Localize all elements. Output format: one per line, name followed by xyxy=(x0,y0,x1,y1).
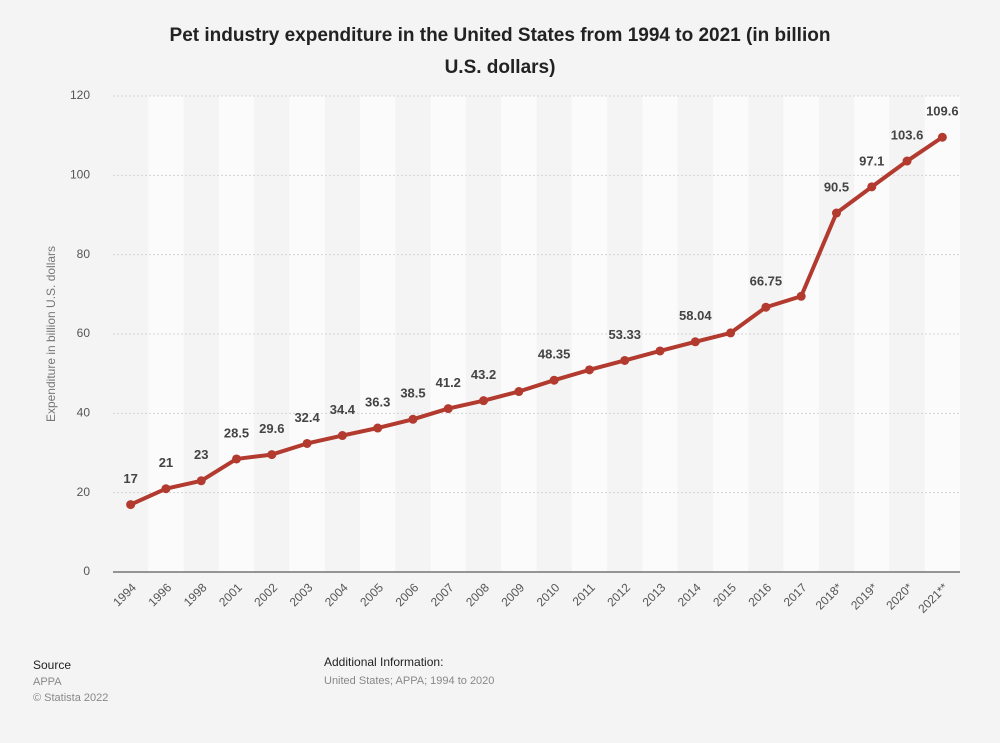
info: United States; APPA; 1994 to 2020 xyxy=(324,675,494,687)
data-label: 53.33 xyxy=(608,327,641,342)
data-label: 36.3 xyxy=(365,394,390,409)
source: APPA xyxy=(33,676,62,688)
data-label: 17 xyxy=(123,471,137,486)
x-tick-label: 2002 xyxy=(251,580,280,609)
x-tick-label: 2006 xyxy=(393,580,422,609)
x-tick-label: 2012 xyxy=(604,580,633,609)
data-label: 21 xyxy=(159,455,173,470)
point xyxy=(337,431,347,441)
point xyxy=(831,208,841,218)
x-tick-label: 2019* xyxy=(848,580,880,612)
point xyxy=(937,132,947,142)
band xyxy=(430,96,466,572)
x-tick-label: 2005 xyxy=(357,580,386,609)
band xyxy=(218,96,255,572)
band xyxy=(854,96,890,572)
y-tick-label: 40 xyxy=(77,406,91,420)
data-label: 97.1 xyxy=(859,153,884,168)
x-tick-label: 2021** xyxy=(915,580,951,616)
x-tick-label: 2008 xyxy=(463,580,492,609)
x-tick-label: 2018* xyxy=(813,580,845,612)
point xyxy=(902,156,912,166)
y-axis-title: Expenditure in billion U.S. dollars xyxy=(44,246,58,422)
data-label: 58.04 xyxy=(679,308,712,323)
y-tick-label: 120 xyxy=(70,88,90,102)
y-tick-label: 100 xyxy=(70,168,90,182)
x-tick-label: 2017 xyxy=(781,580,810,609)
y-tick-label: 20 xyxy=(77,485,91,499)
point xyxy=(302,438,312,448)
data-label: 103.6 xyxy=(891,127,924,142)
x-tick-label: 1998 xyxy=(181,580,210,609)
data-label: 38.5 xyxy=(400,386,425,401)
y-tick-label: 80 xyxy=(77,247,91,261)
data-label: 34.4 xyxy=(330,402,356,417)
point xyxy=(514,387,524,397)
data-label: 32.4 xyxy=(294,410,320,425)
point xyxy=(232,454,242,464)
x-tick-label: 2009 xyxy=(498,580,527,609)
data-label: 90.5 xyxy=(824,179,849,194)
y-tick-label: 60 xyxy=(77,326,91,340)
point xyxy=(726,328,736,338)
point xyxy=(443,404,453,414)
data-label: 23 xyxy=(194,447,208,462)
band xyxy=(642,96,678,572)
x-tick-label: 2010 xyxy=(534,580,563,609)
point xyxy=(690,337,700,347)
chart-title: Pet industry expenditure in the United S… xyxy=(170,25,831,46)
x-tick-label: 2014 xyxy=(675,580,704,609)
point xyxy=(373,423,383,433)
point xyxy=(655,346,665,356)
x-tick-label: 2003 xyxy=(287,580,316,609)
point xyxy=(549,375,559,385)
x-tick-label: 2015 xyxy=(710,580,739,609)
point xyxy=(479,396,489,406)
data-label: 109.6 xyxy=(926,104,959,119)
x-tick-label: 2016 xyxy=(745,580,774,609)
data-label: 66.75 xyxy=(750,274,783,289)
point xyxy=(408,414,418,424)
point xyxy=(867,182,877,192)
point xyxy=(584,365,594,375)
x-tick-label: 2007 xyxy=(428,580,457,609)
data-label: 41.2 xyxy=(436,375,461,390)
line xyxy=(129,135,944,507)
x-tick-label: 1994 xyxy=(110,580,139,609)
data-label: 29.6 xyxy=(259,421,284,436)
point xyxy=(620,355,630,365)
point xyxy=(161,484,171,494)
point xyxy=(126,500,136,510)
data-label: 43.2 xyxy=(471,367,496,382)
point xyxy=(196,476,206,486)
x-tick-label: 2004 xyxy=(322,580,351,609)
x-tick-label: 1996 xyxy=(146,580,175,609)
x-tick-label: 2013 xyxy=(640,580,669,609)
x-tick-label: 2011 xyxy=(570,580,598,608)
chart-title: U.S. dollars) xyxy=(445,57,556,78)
info-title: Additional Information: xyxy=(324,655,443,669)
source-title: Source xyxy=(33,658,71,672)
copyright: © Statista 2022 xyxy=(33,692,108,704)
point xyxy=(267,450,277,460)
x-tick-label: 2020* xyxy=(883,580,915,612)
point xyxy=(796,291,806,301)
data-label: 48.35 xyxy=(538,347,571,362)
data-label: 28.5 xyxy=(224,425,249,440)
point xyxy=(761,302,771,312)
y-tick-label: 0 xyxy=(83,564,90,578)
x-tick-label: 2001 xyxy=(216,580,245,609)
